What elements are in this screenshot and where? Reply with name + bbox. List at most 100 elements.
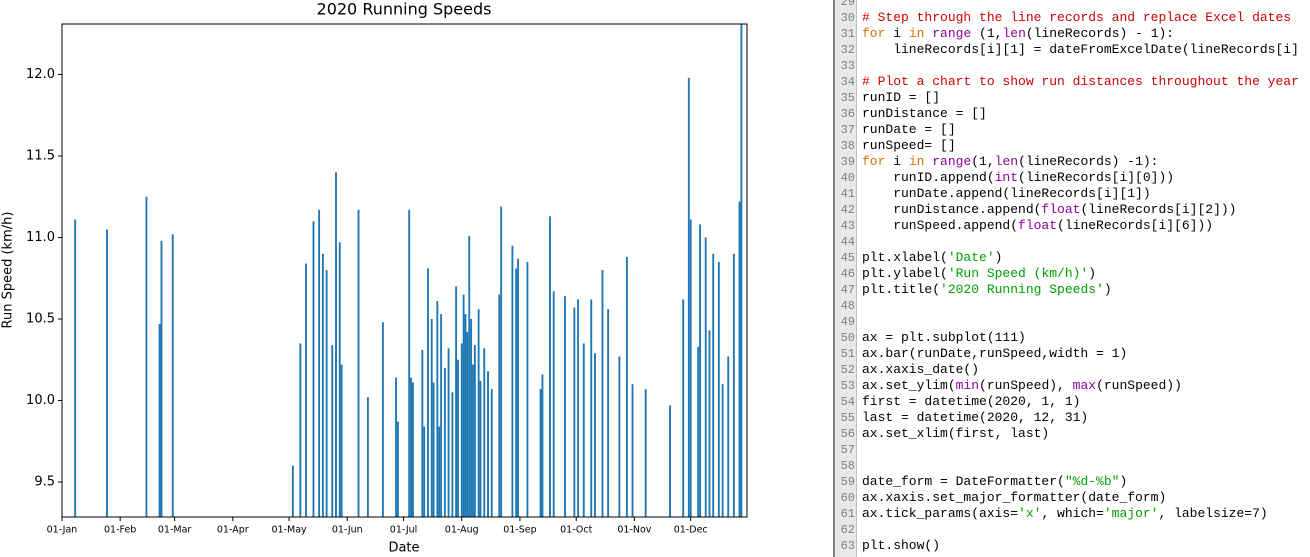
bar	[335, 172, 337, 517]
bar	[396, 421, 399, 517]
x-tick-label: 01-Apr	[217, 525, 249, 536]
code-text: # Plot a chart to show run distances thr…	[862, 74, 1299, 90]
bar	[438, 426, 441, 517]
y-axis-label: Run Speed (km/h)	[1, 212, 16, 329]
bar	[708, 330, 711, 517]
bar	[381, 322, 384, 517]
code-token: 'Run Speed (km/h)'	[947, 266, 1089, 281]
bar	[427, 268, 429, 517]
x-tick-label: 01-Sep	[503, 525, 536, 536]
line-number: 56	[840, 427, 855, 441]
bar	[432, 382, 435, 517]
bar	[451, 392, 454, 517]
code-text: runID = []	[862, 90, 940, 106]
bar	[479, 380, 482, 517]
code-text: plt.title('2020 Running Speeds')	[862, 282, 1112, 298]
line-number: 35	[840, 91, 855, 105]
code-token: '2020 Running Speeds'	[940, 282, 1104, 297]
code-token: , which=	[1041, 506, 1104, 521]
bar	[541, 374, 544, 517]
code-line: 59 date_form = DateFormatter("%d-%b")	[835, 474, 1305, 490]
bar	[158, 323, 161, 517]
bar	[440, 314, 443, 517]
code-line: 51 ax.bar(runDate,runSpeed,width = 1)	[835, 346, 1305, 362]
code-line: 29	[835, 0, 1305, 10]
bar	[500, 206, 503, 517]
x-tick-label: 01-Aug	[445, 525, 479, 536]
code-token: plt.ylabel(	[862, 266, 948, 281]
bar	[669, 405, 671, 517]
y-tick-label: 11.5	[26, 149, 55, 164]
bar	[408, 209, 411, 517]
code-line: 40 runID.append(int(lineRecords[i][0]))	[835, 170, 1305, 186]
bar	[338, 242, 341, 517]
bar	[171, 234, 174, 517]
code-token: 'x'	[1018, 506, 1042, 521]
code-token: (1,	[971, 26, 1003, 41]
bar	[460, 343, 463, 517]
code-line: 42 runDistance.append(float(lineRecords[…	[835, 202, 1305, 218]
bar	[447, 348, 450, 517]
line-number: 60	[840, 491, 855, 505]
code-text: runDate.append(lineRecords[i][1])	[862, 186, 1150, 202]
bar	[699, 224, 702, 517]
bar	[443, 367, 446, 517]
code-token: ax.bar(runDate,runSpeed,width = 1)	[862, 346, 1128, 361]
line-number: 55	[840, 411, 855, 425]
code-line: 62	[835, 522, 1305, 538]
line-number: 52	[840, 363, 855, 377]
bar	[490, 389, 493, 517]
code-token: i	[885, 26, 909, 41]
code-text: runDistance.append(float(lineRecords[i][…	[862, 202, 1236, 218]
code-token: )	[1103, 282, 1112, 297]
code-line: 53 ax.set_ylim(min(runSpeed), max(runSpee…	[835, 378, 1305, 394]
code-line: 56 ax.set_xlim(first, last)	[835, 426, 1305, 442]
code-text: ax.xaxis.set_major_formatter(date_form)	[862, 490, 1166, 506]
bar	[312, 221, 315, 517]
code-token: ax.set_xlim(first, last)	[862, 426, 1050, 441]
code-line: 31 for i in range (1,len(lineRecords) - 1…	[835, 26, 1305, 42]
line-number: 59	[840, 475, 855, 489]
bar	[689, 219, 692, 517]
bar	[462, 294, 465, 517]
bar	[727, 356, 730, 517]
code-token: (lineRecords[i][6]))	[1057, 218, 1214, 233]
x-tick-label: 01-May	[271, 525, 307, 536]
bar	[423, 426, 426, 517]
code-token: for	[862, 26, 886, 41]
code-line: 58	[835, 458, 1305, 474]
line-number: 47	[840, 283, 855, 297]
code-token: (lineRecords) - 1):	[1025, 26, 1175, 41]
bar	[515, 268, 518, 517]
code-text: ax.bar(runDate,runSpeed,width = 1)	[862, 346, 1127, 362]
code-token: "%d-%b"	[1064, 474, 1120, 489]
bar	[577, 299, 580, 517]
code-token: )	[1119, 474, 1128, 489]
code-line: 35 runID = []	[835, 90, 1305, 106]
code-line: 50 ax = plt.subplot(111)	[835, 330, 1305, 346]
code-token: (runSpeed),	[979, 378, 1073, 393]
x-tick-label: 01-Jan	[47, 525, 78, 536]
code-token: float	[1041, 202, 1081, 217]
bar	[487, 371, 489, 517]
bar	[697, 346, 700, 517]
bar	[738, 201, 741, 517]
line-number: 51	[840, 347, 855, 361]
code-token: runSpeed.append(	[862, 218, 1019, 233]
code-editor[interactable]: 29 30 # Step through the line records and …	[833, 0, 1310, 557]
plot-frame	[61, 23, 748, 518]
x-tick-label: 01-Oct	[560, 525, 592, 536]
bar	[573, 307, 576, 517]
line-number: 45	[840, 251, 855, 265]
code-text: ax = plt.subplot(111)	[862, 330, 1026, 346]
code-text: runID.append(int(lineRecords[i][0]))	[862, 170, 1174, 186]
code-line: 54 first = datetime(2020, 1, 1)	[835, 394, 1305, 410]
bar	[331, 345, 334, 517]
x-axis-label: Date	[388, 541, 419, 556]
line-number: 36	[840, 107, 855, 121]
code-text: runDistance = []	[862, 106, 987, 122]
code-line: 34 # Plot a chart to show run distances t…	[835, 74, 1305, 90]
line-number: 31	[840, 27, 855, 41]
code-text: lineRecords[i][1] = dateFromExcelDate(li…	[862, 42, 1299, 58]
code-token: len	[994, 154, 1019, 169]
